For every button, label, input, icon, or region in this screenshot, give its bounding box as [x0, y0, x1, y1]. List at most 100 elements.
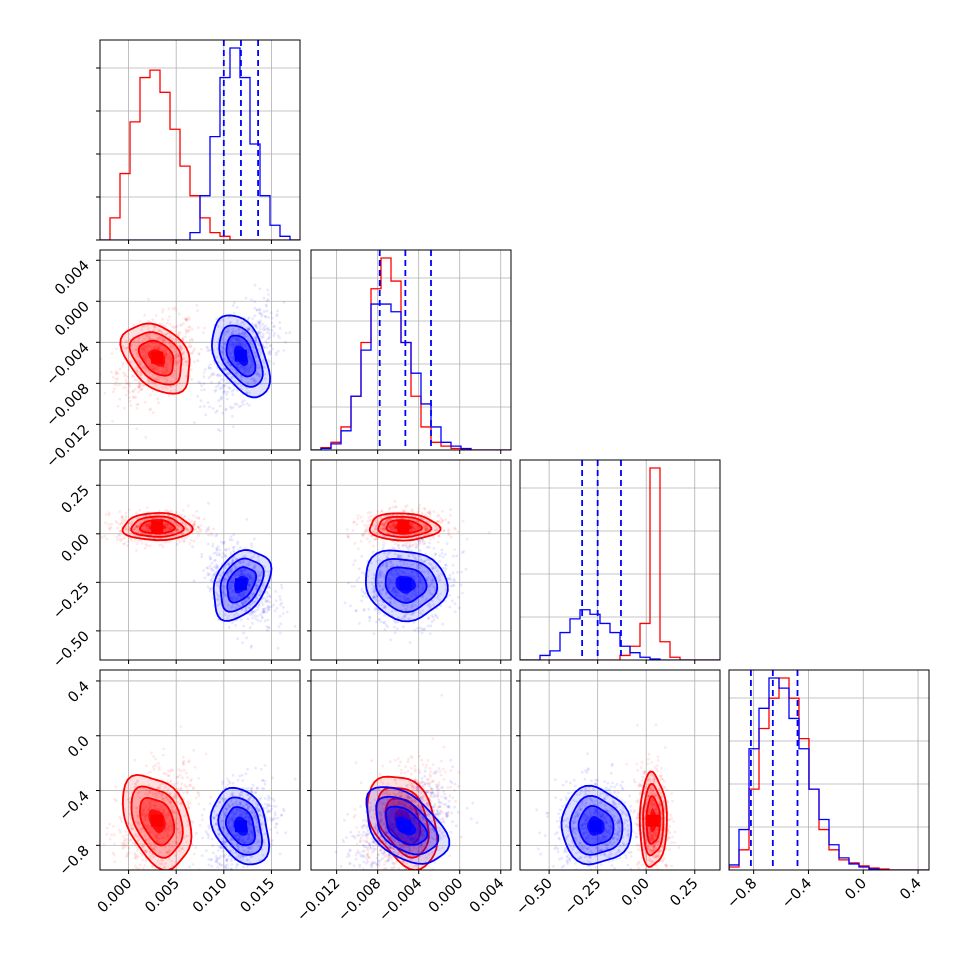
sample-point — [192, 852, 196, 856]
sample-point — [269, 311, 273, 315]
sample-point — [350, 585, 354, 588]
sample-point — [168, 527, 172, 531]
sample-point — [252, 380, 255, 383]
sample-point — [214, 385, 218, 389]
sample-point — [135, 542, 139, 546]
sample-point — [382, 524, 386, 527]
sample-point — [253, 283, 257, 287]
sample-point — [425, 524, 428, 528]
sample-point — [368, 540, 372, 543]
sample-point — [226, 562, 230, 566]
sample-point — [130, 878, 133, 881]
sample-point — [138, 863, 142, 867]
sample-point — [240, 364, 244, 368]
sample-point — [181, 532, 185, 536]
sample-point — [156, 344, 159, 347]
sample-point — [393, 601, 396, 604]
sample-point — [226, 562, 229, 566]
grid-2-1 — [311, 460, 511, 660]
sample-point — [278, 321, 282, 324]
sample-point — [268, 337, 271, 340]
sample-point — [123, 872, 126, 875]
sample-point — [440, 552, 444, 555]
sample-point — [145, 859, 148, 862]
sample-point — [202, 569, 206, 572]
sample-point — [438, 578, 442, 582]
sample-point — [141, 854, 145, 857]
sample-point — [400, 571, 404, 574]
sample-point — [222, 587, 226, 591]
sample-point — [226, 361, 230, 364]
sample-point — [241, 641, 244, 645]
sample-point — [228, 538, 232, 542]
sample-point — [168, 353, 171, 356]
sample-point — [164, 533, 167, 537]
sample-point — [263, 377, 267, 381]
sample-point — [411, 518, 415, 522]
sample-point — [409, 529, 413, 532]
sample-point — [415, 525, 419, 528]
sample-point — [383, 534, 387, 538]
sample-point — [165, 529, 168, 532]
sample-point — [142, 347, 146, 350]
sample-point — [146, 324, 150, 327]
sample-point — [169, 345, 172, 348]
sample-point — [248, 613, 252, 617]
sample-point — [459, 583, 463, 587]
sample-point — [209, 366, 213, 370]
sample-point — [263, 565, 267, 569]
sample-point — [239, 593, 243, 597]
sample-point — [371, 550, 375, 554]
sample-point — [442, 566, 445, 570]
sample-point — [181, 363, 185, 366]
sample-point — [100, 536, 104, 539]
sample-point — [408, 517, 412, 521]
sample-point — [154, 757, 158, 761]
sample-point — [179, 346, 183, 349]
sample-point — [369, 514, 373, 518]
sample-point — [263, 362, 266, 365]
sample-point — [185, 363, 189, 367]
sample-point — [268, 350, 272, 353]
sample-point — [187, 342, 191, 345]
sample-point — [378, 589, 382, 593]
sample-point — [230, 590, 234, 594]
sample-point — [383, 527, 386, 530]
sample-point — [256, 570, 260, 574]
sample-point — [124, 515, 128, 519]
sample-point — [261, 582, 265, 586]
sample-point — [131, 389, 135, 393]
sample-point — [241, 560, 245, 564]
sample-point — [162, 386, 165, 390]
sample-point — [163, 371, 167, 375]
sample-point — [245, 391, 249, 395]
sample-point — [244, 334, 248, 338]
sample-point — [429, 624, 433, 628]
sample-point — [190, 538, 193, 542]
sample-point — [425, 527, 428, 531]
sample-point — [383, 628, 387, 631]
panel-frame-2-0 — [99, 459, 301, 661]
sample-point — [235, 337, 239, 340]
sample-point — [153, 367, 157, 371]
sample-point — [236, 542, 239, 546]
sample-point — [145, 524, 149, 527]
sample-point — [232, 345, 236, 349]
sample-point — [182, 351, 186, 355]
sample-point — [254, 587, 257, 591]
sample-point — [398, 556, 402, 559]
sample-point — [231, 393, 235, 397]
sample-point — [425, 525, 429, 529]
sample-point — [250, 339, 253, 343]
sample-point — [247, 563, 251, 567]
sample-point — [415, 575, 419, 578]
sample-point — [118, 397, 122, 401]
sample-point — [387, 581, 391, 585]
sample-point — [363, 529, 367, 533]
sample-point — [152, 755, 156, 758]
sample-point — [236, 363, 240, 367]
sample-point — [251, 343, 254, 346]
sample-point — [263, 314, 267, 318]
sample-point — [164, 349, 167, 353]
sample-point — [267, 570, 270, 574]
